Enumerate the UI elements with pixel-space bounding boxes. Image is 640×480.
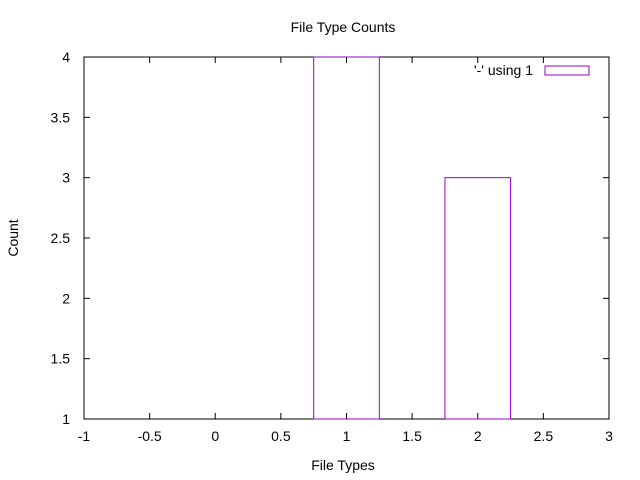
y-tick-label: 3.5 xyxy=(51,109,71,125)
legend: '-' using 1 xyxy=(474,62,590,78)
y-tick-label: 2.5 xyxy=(51,230,71,246)
legend-label: '-' using 1 xyxy=(474,62,533,78)
chart-title: File Type Counts xyxy=(291,19,396,35)
y-tick-labels: 1 1.5 2 2.5 3 3.5 4 xyxy=(51,49,71,427)
y-tick-label: 4 xyxy=(62,49,70,65)
x-tick-label: -0.5 xyxy=(138,428,162,444)
y-tick-label: 1.5 xyxy=(51,351,71,367)
plot-frame xyxy=(83,56,610,420)
bars xyxy=(313,56,512,420)
y-tick-label: 2 xyxy=(62,290,70,306)
x-tick-label: 2 xyxy=(474,428,482,444)
x-tick-label: -1 xyxy=(78,428,91,444)
x-tick-labels: -1 -0.5 0 0.5 1 1.5 2 2.5 3 xyxy=(78,428,613,444)
x-tick-label: 1.5 xyxy=(402,428,422,444)
bar xyxy=(444,177,512,420)
x-tick-label: 0.5 xyxy=(271,428,291,444)
x-tick-label: 1 xyxy=(343,428,351,444)
x-tick-label: 3 xyxy=(605,428,613,444)
y-tick-label: 3 xyxy=(62,170,70,186)
x-tick-label: 0 xyxy=(211,428,219,444)
y-axis-label: Count xyxy=(5,219,21,256)
legend-swatch xyxy=(544,65,590,76)
y-tick-label: 1 xyxy=(62,411,70,427)
x-axis-label: File Types xyxy=(311,457,375,473)
bar xyxy=(313,56,380,420)
x-tick-label: 2.5 xyxy=(534,428,554,444)
axis-ticks xyxy=(83,56,610,420)
